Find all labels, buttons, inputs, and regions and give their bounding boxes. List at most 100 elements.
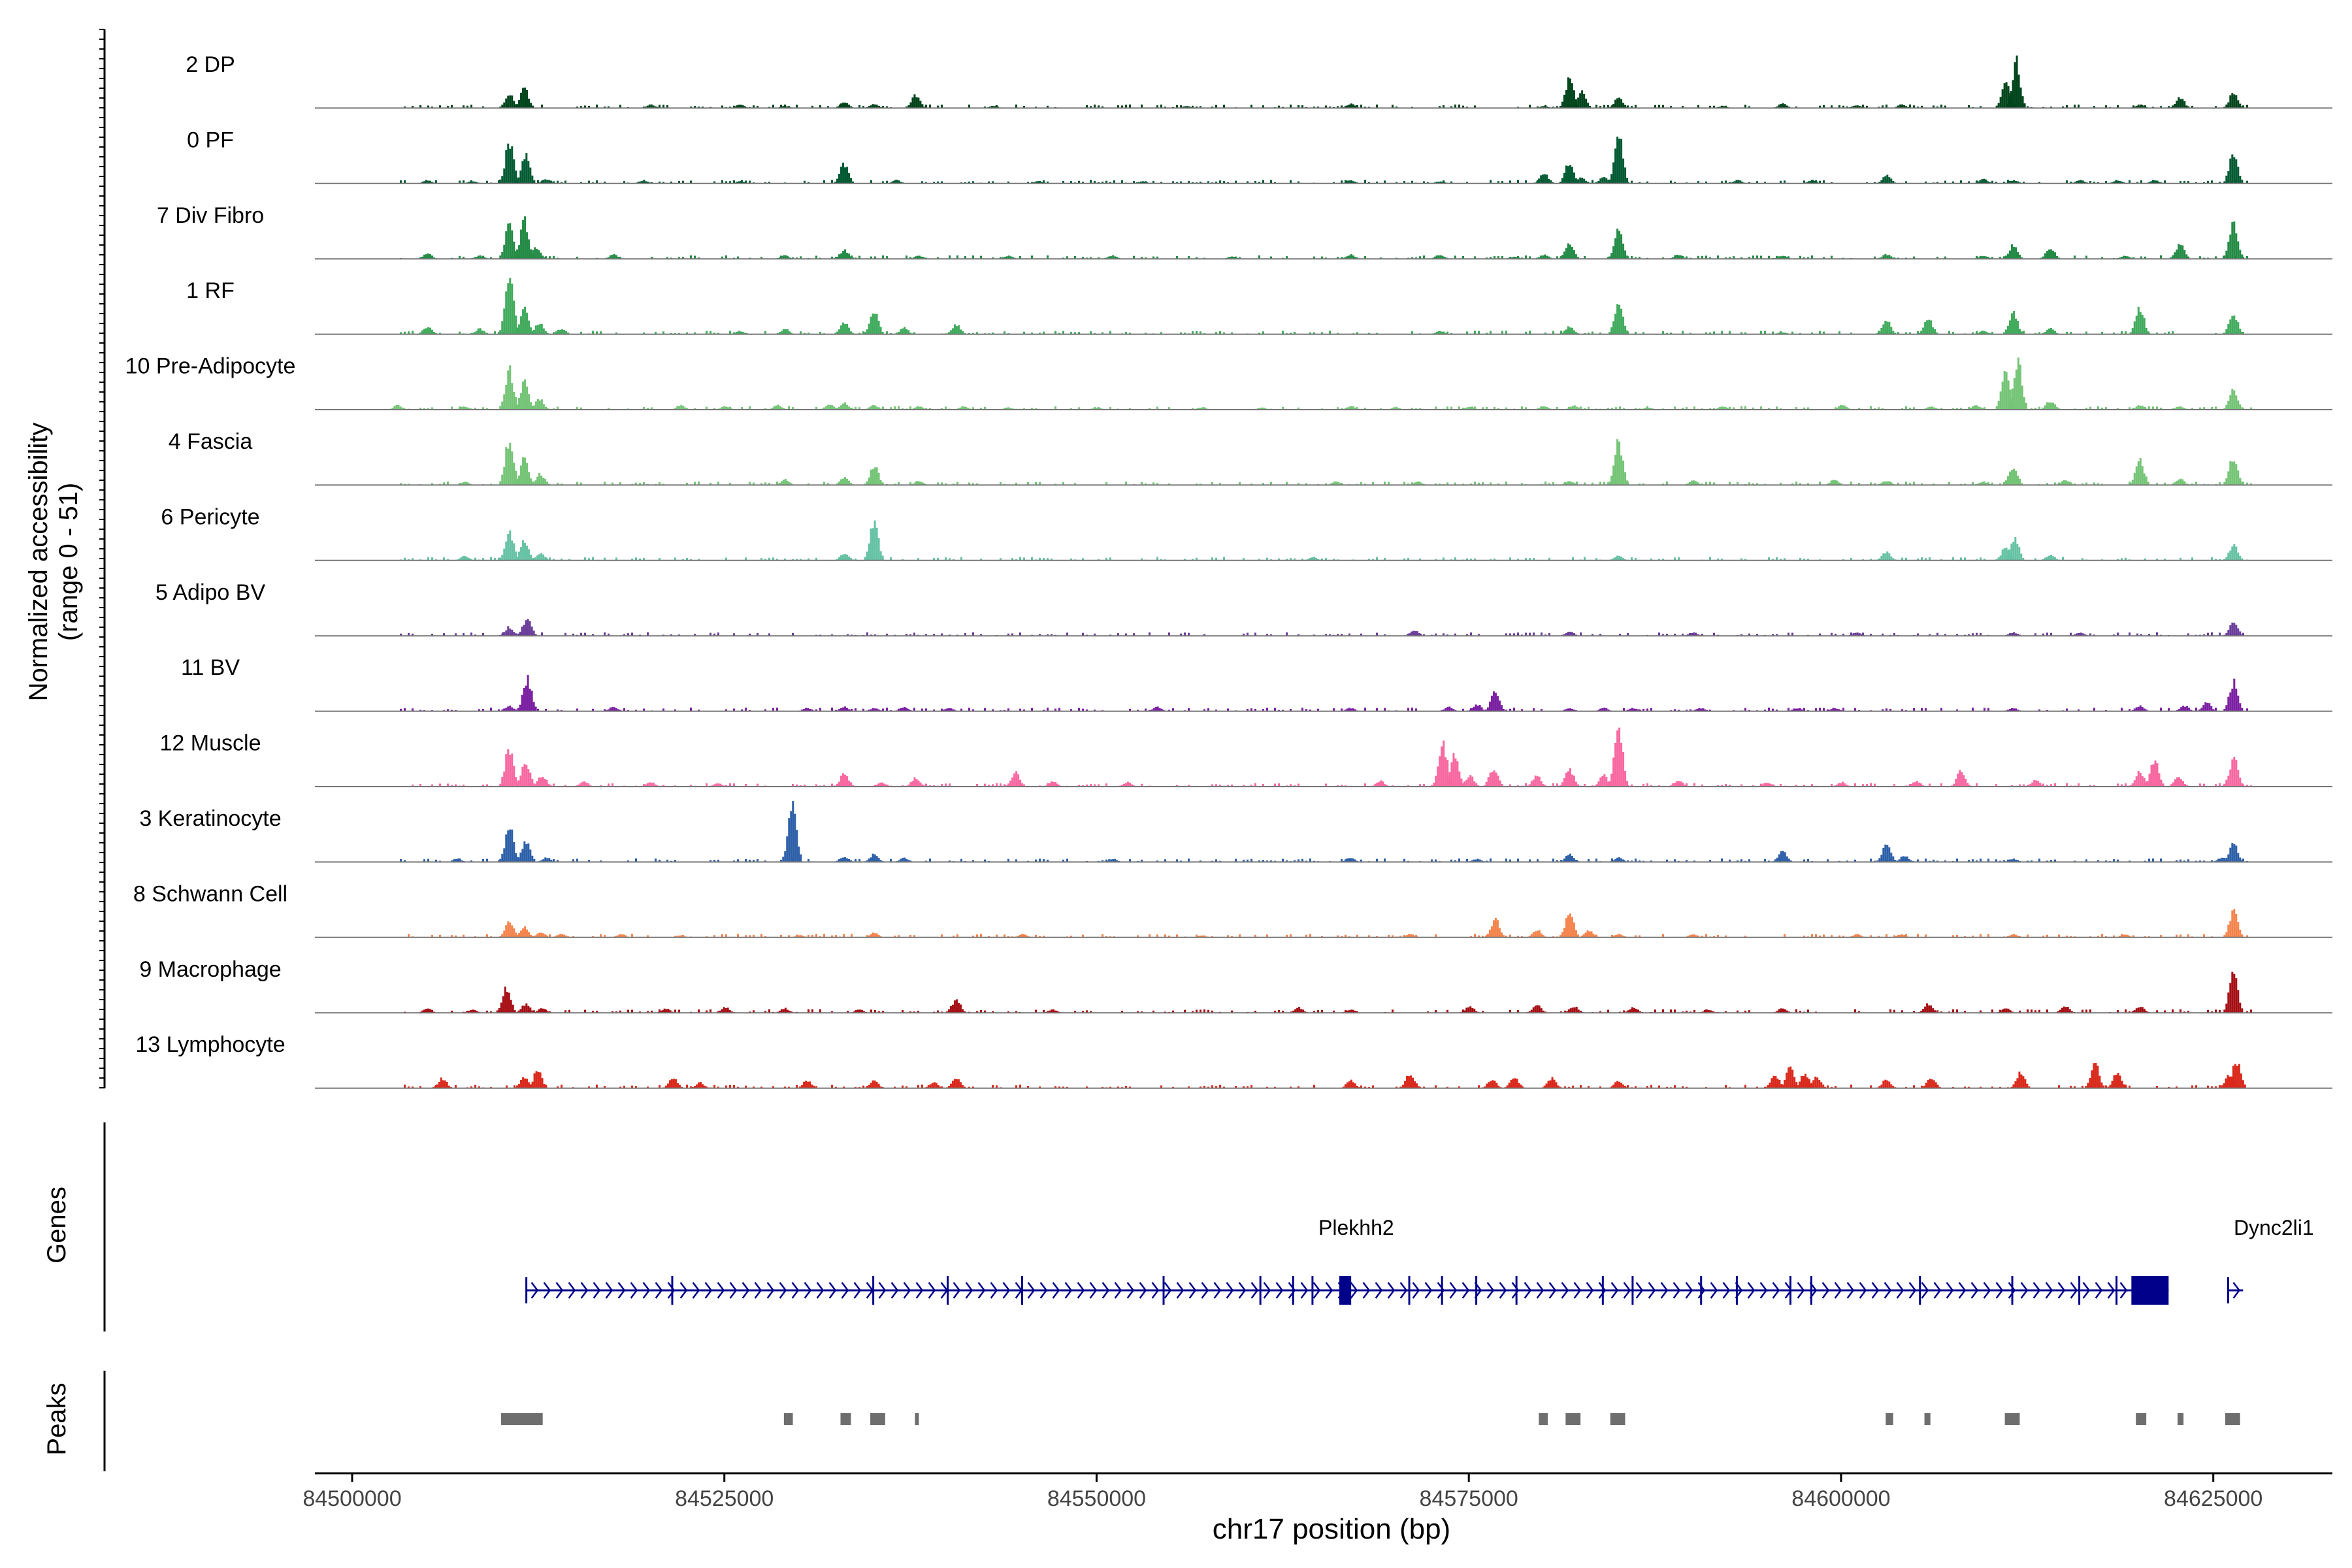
peak-bar [780,481,783,485]
noise-mark [1674,859,1676,862]
peak-bar [2015,859,2017,862]
peak-bar [2076,180,2078,184]
peak-bar [2235,233,2238,259]
coverage-peak [1610,555,1629,561]
coverage-peak [2223,93,2244,108]
coverage-peak [531,473,551,485]
noise-mark [1721,858,1723,862]
peak-bar [842,857,845,862]
peak-bar [784,851,787,862]
noise-mark [498,709,500,711]
noise-mark [1384,708,1386,711]
peak-bar [527,675,529,711]
noise-mark [788,406,790,410]
noise-mark [1004,331,1005,335]
noise-mark [1211,557,1213,561]
track-2-dp: 2 DP [186,52,2332,109]
noise-mark [608,408,610,410]
peak-bar [529,849,532,862]
peak-bar [538,554,541,561]
coverage-peak [389,404,408,410]
peak-bar [923,106,926,108]
peak-bar [2042,407,2044,410]
noise-mark [1917,633,1919,636]
noise-mark [670,181,672,184]
noise-mark [2117,408,2119,410]
noise-mark [1976,632,1978,636]
noise-mark [1960,557,1962,561]
peak-bar [514,483,517,485]
noise-mark [733,708,735,711]
peak-bar [530,253,532,259]
peak-bar [2221,857,2224,862]
peak-bar [1475,783,1478,787]
peak-bar [473,257,476,259]
noise-mark [1725,180,1727,184]
noise-mark [1795,482,1797,485]
peak-bar [2023,397,2025,410]
peak-bar [431,255,433,259]
noise-mark [404,106,406,108]
peak-bar [1631,708,1633,711]
noise-mark [819,105,821,108]
peak-bar [1978,406,1980,410]
peak-bar [1905,106,1908,108]
peak-bar [796,830,798,862]
peak-bar [513,301,515,335]
peak-bar [1354,257,1356,259]
noise-mark [2046,860,2048,862]
peak-bar [2186,706,2189,711]
peak-bar [1573,633,1575,636]
noise-mark [1415,257,1417,259]
peak-bar [2239,176,2242,184]
noise-mark [1019,256,1021,259]
peak-bar [1540,175,1543,184]
noise-mark [906,255,907,259]
peak-bar [2141,105,2144,108]
noise-mark [713,333,715,335]
noise-mark [2050,632,2052,636]
peak-bar [2188,708,2191,711]
noise-mark [741,407,743,410]
peak-bar [1569,853,1571,862]
peak-bar [528,256,531,259]
peak-bar [1516,257,1518,259]
noise-mark [1239,257,1241,259]
noise-mark [1490,180,1492,184]
noise-mark [576,407,578,410]
noise-mark [1795,106,1797,108]
noise-mark [1925,858,1927,862]
peak-bar [2231,154,2234,184]
peak-bar [1443,333,1446,335]
peak-bar [2229,625,2232,636]
noise-mark [1584,255,1586,259]
peak-bar [1569,406,1572,410]
noise-mark [2219,482,2221,485]
peak-bar [1933,407,1935,410]
noise-mark [2070,332,2072,335]
peak-bar [2184,706,2187,711]
peak-bar [840,167,843,184]
noise-mark [470,105,472,108]
noise-mark [419,407,421,410]
noise-mark [455,935,457,938]
peak-bar [1382,781,1384,787]
coverage-peak [776,479,794,485]
peak-bar [607,709,610,711]
noise-mark [1494,255,1495,259]
coverage-peak [471,328,489,335]
noise-mark [1831,105,1833,108]
noise-mark [2093,106,2095,108]
peak-bar [734,106,736,108]
peak-bar [1257,408,1260,410]
peak-bar [870,469,872,485]
noise-mark [1838,105,1840,108]
track-10-pre-adipocyte: 10 Pre-Adipocyte [125,354,2332,410]
noise-mark [776,559,778,561]
coverage-peak [2172,478,2190,485]
noise-mark [764,709,766,711]
noise-mark [960,708,962,711]
noise-mark [1842,105,1844,108]
peak-bar [711,785,714,787]
noise-mark [858,407,860,410]
